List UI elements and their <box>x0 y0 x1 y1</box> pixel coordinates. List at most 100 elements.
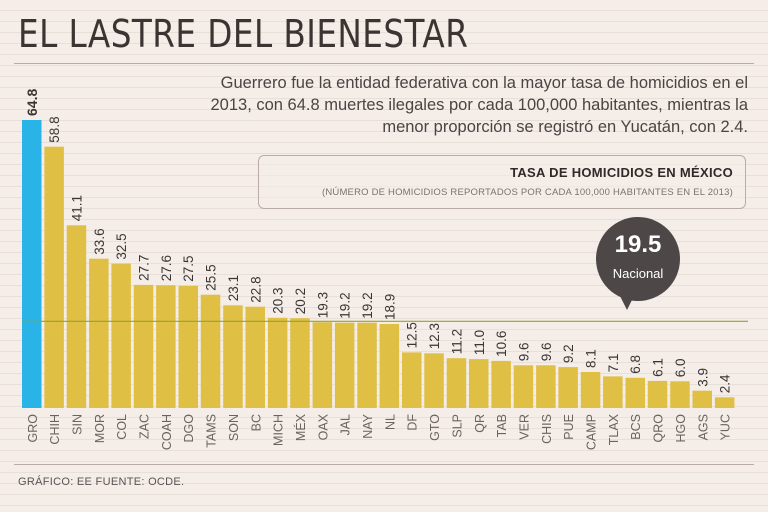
bar-df <box>402 352 422 408</box>
title-divider <box>14 63 754 64</box>
category-label-bcs: BCS <box>629 414 643 440</box>
value-label-méx: 20.2 <box>293 288 308 314</box>
category-label-ags: AGS <box>696 414 710 440</box>
value-label-slp: 11.2 <box>449 329 464 354</box>
national-average-bubble: 19.5 Nacional <box>596 217 680 301</box>
value-label-oax: 19.3 <box>315 292 330 318</box>
value-label-ags: 3.9 <box>695 368 710 387</box>
bar-bcs <box>625 377 645 408</box>
bar-mich <box>267 317 288 408</box>
value-label-jal: 19.2 <box>338 292 353 318</box>
national-average-label: Nacional <box>612 266 664 281</box>
bar-hgo <box>670 381 690 408</box>
bar-méx <box>290 318 310 408</box>
category-label-mor: MOR <box>93 414 107 443</box>
bar-qro <box>647 380 668 408</box>
bar-qr <box>469 359 489 408</box>
value-label-nay: 19.2 <box>360 292 375 318</box>
value-label-mich: 20.3 <box>271 288 286 314</box>
value-label-tams: 25.5 <box>204 264 219 290</box>
bar-ver <box>513 365 534 408</box>
value-label-mor: 33.6 <box>92 228 107 254</box>
category-label-chih: CHIH <box>48 414 62 445</box>
legend-subtitle: (NÚMERO DE HOMICIDIOS REPORTADOS POR CAD… <box>321 187 733 198</box>
category-label-tams: TAMS <box>205 414 219 448</box>
bar-gto <box>424 353 444 408</box>
category-label-jal: JAL <box>339 414 353 436</box>
category-label-hgo: HGO <box>674 414 688 443</box>
category-label-camp: CAMP <box>585 414 599 450</box>
bar-camp <box>580 372 601 408</box>
value-label-chis: 9.6 <box>539 343 554 362</box>
value-label-sin: 41.1 <box>70 195 85 221</box>
source-footer: GRÁFICO: EE FUENTE: OCDE. <box>18 476 185 488</box>
category-label-col: COL <box>115 414 129 440</box>
bar-pue <box>558 367 578 408</box>
category-label-mich: MICH <box>272 414 286 446</box>
bar-yuc <box>714 397 735 408</box>
category-label-qro: QRO <box>652 414 666 443</box>
bar-nl <box>379 324 400 408</box>
category-label-df: DF <box>406 414 420 431</box>
bar-gro <box>22 120 42 408</box>
bar-tlax <box>603 376 623 408</box>
category-label-sin: SIN <box>71 414 85 435</box>
bar-tams <box>200 294 221 408</box>
category-label-son: SON <box>227 414 241 441</box>
category-label-ver: VER <box>518 414 532 440</box>
value-label-tab: 10.6 <box>494 331 509 357</box>
bar-dgo <box>178 285 198 408</box>
value-label-nl: 18.9 <box>382 294 397 320</box>
bar-mor <box>89 258 109 408</box>
bar-slp <box>446 358 467 408</box>
value-label-gto: 12.3 <box>427 323 442 349</box>
value-label-gro: 64.8 <box>24 89 40 116</box>
value-label-col: 32.5 <box>114 233 129 259</box>
category-label-nl: NL <box>383 414 397 430</box>
category-label-gto: GTO <box>428 414 442 441</box>
bar-chih <box>44 146 64 408</box>
value-label-pue: 9.2 <box>561 344 576 363</box>
national-average-value: 19.5 <box>614 231 662 258</box>
value-label-tlax: 7.1 <box>606 354 621 373</box>
category-label-nay: NAY <box>361 413 375 438</box>
bar-sin <box>66 225 87 408</box>
page-title: EL LASTRE DEL BIENESTAR <box>18 12 469 56</box>
category-label-tab: TAB <box>495 414 509 437</box>
category-label-gro: GRO <box>26 414 40 443</box>
value-label-dgo: 27.5 <box>181 256 196 282</box>
category-label-oax: OAX <box>316 413 330 440</box>
category-label-tlax: TLAX <box>607 413 621 445</box>
value-label-qr: 11.0 <box>472 330 487 355</box>
value-label-ver: 9.6 <box>517 343 532 362</box>
bar-coah <box>156 285 176 408</box>
category-label-pue: PUE <box>562 414 576 440</box>
bubble-pointer <box>620 296 634 310</box>
bar-ags <box>692 390 712 408</box>
value-label-camp: 8.1 <box>584 349 599 368</box>
category-label-coah: COAH <box>160 414 174 450</box>
category-label-bc: BC <box>249 414 263 431</box>
category-label-yuc: YUC <box>719 414 733 440</box>
value-label-bc: 22.8 <box>248 276 263 302</box>
category-label-chis: CHIS <box>540 414 554 444</box>
bar-tab <box>491 360 511 408</box>
legend-box: TASA DE HOMICIDIOS EN MÉXICO (NÚMERO DE … <box>258 155 746 209</box>
value-label-zac: 27.7 <box>137 255 152 281</box>
value-label-coah: 27.6 <box>159 255 174 281</box>
footer-divider <box>14 464 754 465</box>
value-label-bcs: 6.8 <box>628 355 643 374</box>
chart-description: Guerrero fue la entidad federativa con l… <box>210 74 748 136</box>
bar-oax <box>312 322 333 408</box>
bar-jal <box>334 322 355 408</box>
value-label-hgo: 6.0 <box>673 359 688 378</box>
value-label-df: 12.5 <box>405 322 420 348</box>
category-label-dgo: DGO <box>182 414 196 443</box>
value-label-yuc: 2.4 <box>718 374 733 393</box>
category-label-zac: ZAC <box>138 414 152 439</box>
value-label-son: 23.1 <box>226 275 241 301</box>
category-label-qr: QR <box>473 414 487 433</box>
bar-son <box>223 305 243 408</box>
legend-title: TASA DE HOMICIDIOS EN MÉXICO <box>510 165 733 180</box>
